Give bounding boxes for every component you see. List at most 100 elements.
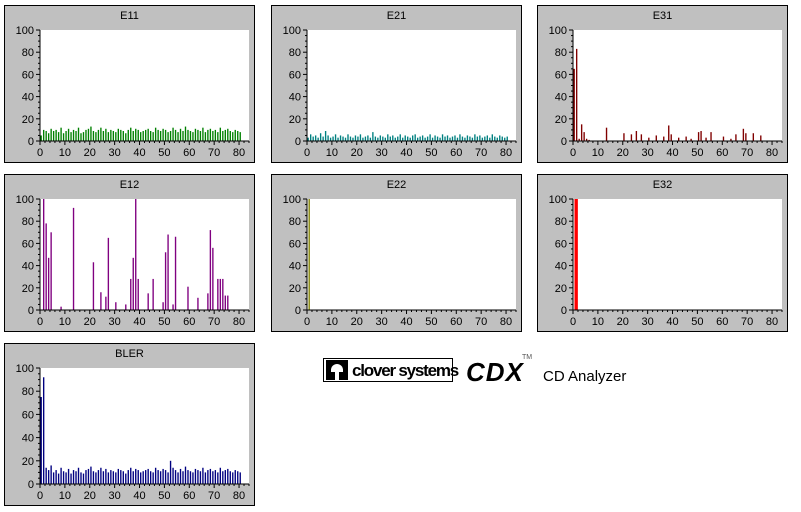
bar xyxy=(174,129,177,141)
y-tick-label: 0 xyxy=(295,305,301,317)
bar xyxy=(92,262,95,310)
bar xyxy=(454,135,456,141)
bar xyxy=(47,133,50,141)
x-tick-label: 60 xyxy=(716,147,728,159)
bar xyxy=(229,471,231,484)
bar xyxy=(177,472,179,484)
y-tick-label: 80 xyxy=(22,386,34,398)
bar xyxy=(580,124,583,141)
x-tick-label: 70 xyxy=(208,147,220,159)
bar xyxy=(439,137,441,141)
bar xyxy=(107,237,110,310)
bar xyxy=(164,129,167,141)
bar xyxy=(192,472,194,484)
bar xyxy=(471,137,474,141)
bar xyxy=(307,137,309,141)
y-tick-label: 100 xyxy=(549,194,567,206)
bar xyxy=(60,467,62,484)
bar xyxy=(202,127,204,141)
x-tick-label: 40 xyxy=(666,147,678,159)
y-tick-label: 20 xyxy=(22,283,34,295)
x-tick-label: 20 xyxy=(351,316,363,328)
bar xyxy=(130,467,132,484)
bar xyxy=(202,467,204,484)
bar xyxy=(409,137,411,141)
bar xyxy=(232,472,234,484)
bar xyxy=(162,302,164,310)
bar xyxy=(197,129,199,141)
bar xyxy=(444,136,446,141)
bar xyxy=(585,138,588,141)
bar xyxy=(145,470,147,484)
bar xyxy=(419,136,421,141)
bar xyxy=(112,471,115,484)
bar xyxy=(87,468,90,484)
bar xyxy=(449,137,451,141)
x-tick-label: 30 xyxy=(109,490,121,502)
bar xyxy=(227,468,229,484)
company-logo: clover systems xyxy=(323,358,459,382)
y-tick-label: 80 xyxy=(289,216,301,228)
bar xyxy=(132,257,134,310)
x-tick-label: 0 xyxy=(570,316,576,328)
x-tick-label: 60 xyxy=(183,147,195,159)
trademark-mark: TM xyxy=(522,354,533,361)
plot-area xyxy=(573,199,782,310)
x-tick-label: 40 xyxy=(400,147,412,159)
bar xyxy=(137,470,139,484)
bar xyxy=(90,466,92,484)
bar xyxy=(102,471,105,484)
bar xyxy=(630,134,633,141)
bar xyxy=(212,471,214,484)
x-tick-label: 80 xyxy=(500,316,512,328)
bar xyxy=(605,127,608,141)
bar xyxy=(174,470,177,484)
x-tick-label: 30 xyxy=(109,147,121,159)
bar xyxy=(722,136,725,141)
x-tick-label: 10 xyxy=(592,147,604,159)
bar xyxy=(169,460,172,484)
bar xyxy=(464,137,466,141)
x-tick-label: 30 xyxy=(642,316,654,328)
bar xyxy=(710,132,712,141)
bar xyxy=(234,129,236,141)
bar xyxy=(357,136,359,141)
y-tick-label: 40 xyxy=(289,92,301,104)
bar xyxy=(167,234,169,310)
bar xyxy=(50,232,52,310)
bar xyxy=(359,134,362,141)
bar xyxy=(217,472,219,484)
bar xyxy=(506,136,508,141)
bar xyxy=(212,247,214,310)
bar xyxy=(80,472,82,484)
bar xyxy=(414,134,416,141)
bar xyxy=(149,131,152,141)
bar xyxy=(115,302,117,310)
bar xyxy=(389,136,391,141)
bar xyxy=(327,135,329,141)
bar xyxy=(42,377,45,484)
bar xyxy=(486,135,489,141)
bar xyxy=(57,132,60,141)
bar xyxy=(384,137,386,141)
bar xyxy=(623,133,625,141)
y-tick-label: 40 xyxy=(22,92,34,104)
bar xyxy=(339,135,342,141)
x-tick-label: 80 xyxy=(233,147,245,159)
bar xyxy=(77,127,80,141)
plot-area xyxy=(40,199,249,310)
bar xyxy=(157,470,159,484)
bar xyxy=(322,136,324,141)
chart-panel-e11: E11 0 20 40 60 80 100 0 10 20 30 40 50 60 70 80 xyxy=(4,5,255,163)
bar xyxy=(112,131,115,141)
bar xyxy=(125,133,127,141)
bar xyxy=(224,129,226,141)
x-tick-label: 10 xyxy=(59,490,71,502)
y-tick-label: 40 xyxy=(555,261,567,273)
bar xyxy=(479,135,481,141)
chart-panel-e12: E12 0 20 40 60 80 100 0 10 20 30 40 50 60 70 80 xyxy=(4,174,255,332)
x-tick-label: 30 xyxy=(376,147,388,159)
chart-e22: 0 20 40 60 80 100 0 10 20 30 40 50 60 70 80 xyxy=(283,194,517,328)
bar xyxy=(209,468,212,484)
x-tick-label: 10 xyxy=(592,316,604,328)
